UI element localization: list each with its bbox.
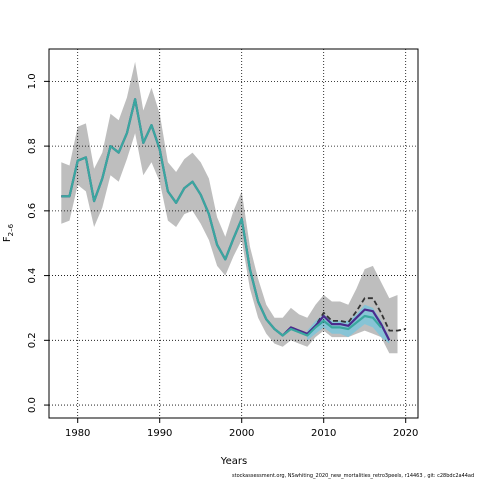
x-tick-label: 2000	[229, 428, 254, 439]
x-tick-label: 2010	[311, 428, 336, 439]
y-tick-label: 0.4	[27, 268, 38, 284]
y-axis-title-group: F2–6	[2, 223, 15, 242]
x-tick-label: 1990	[147, 428, 172, 439]
x-tick-label: 1980	[65, 428, 90, 439]
y-tick-label: 1.0	[27, 73, 38, 89]
series-lines	[61, 98, 406, 341]
axes: 1980 1990 2000 2010 2020 0.0 0.2 0.4 0.6 0.8 1.0	[27, 73, 418, 439]
x-axis-title: Years	[220, 456, 247, 467]
plot-frame	[48, 48, 419, 419]
confidence-bands	[61, 61, 398, 354]
ci-band-latest	[307, 304, 390, 344]
x-tick-label: 2020	[393, 428, 418, 439]
y-tick-label: 0.8	[27, 138, 38, 154]
y-tick-label: 0.6	[27, 203, 38, 219]
y-axis-title-main: F	[2, 236, 13, 242]
y-tick-label: 0.2	[27, 332, 38, 348]
series-line-3	[61, 98, 382, 337]
y-axis-title: F2–6	[2, 223, 15, 242]
ci-band	[61, 61, 398, 354]
y-axis-title-sub: 2–6	[7, 223, 15, 236]
y-tick-label: 0.0	[27, 397, 38, 413]
footer-caption: stockassessment.org, NSwhiting_2020_new_…	[232, 473, 475, 479]
